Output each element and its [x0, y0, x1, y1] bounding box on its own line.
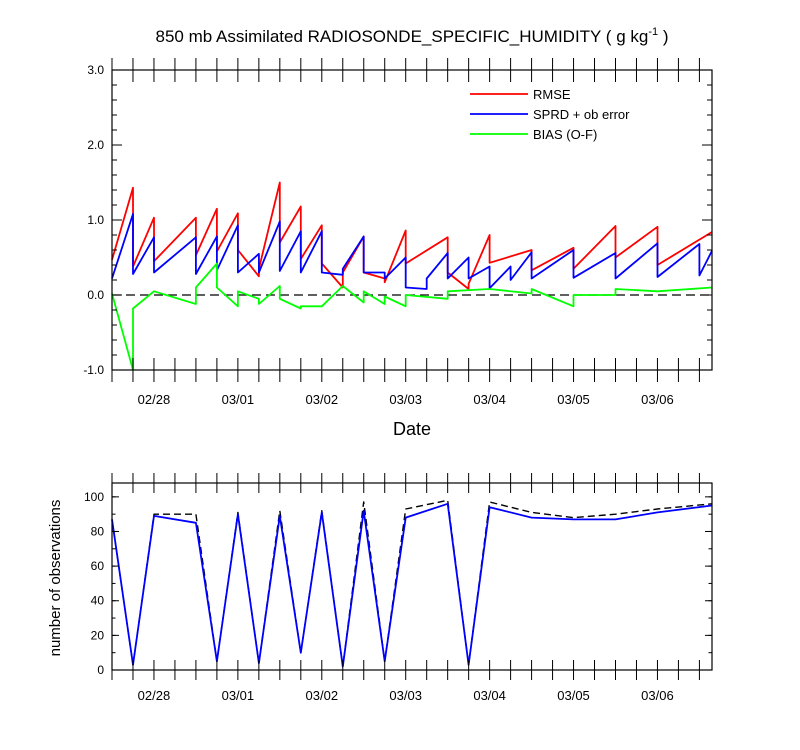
x-tick-label: 03/05	[557, 688, 590, 703]
series-bias-o-f-	[111, 262, 713, 371]
x-tick-label: 03/04	[473, 688, 506, 703]
y-tick-label: 0	[97, 663, 104, 677]
y-tick-label: 20	[91, 628, 105, 642]
chart-title-main: 850 mb Assimilated RADIOSONDE_SPECIFIC_H…	[156, 27, 649, 46]
x-tick-label: 03/04	[473, 392, 506, 407]
bottom-panel: 0 20 40 60 80 100 02/28 03/01 03/02 03/03 03/04 03/…	[47, 473, 713, 703]
x-tick-label: 03/06	[641, 688, 674, 703]
y-tick-label: 80	[91, 524, 105, 538]
x-tick-label: 02/28	[138, 688, 171, 703]
x-tick-label: 03/03	[389, 392, 422, 407]
y-tick-label: 40	[91, 594, 105, 608]
x-tick-label: 03/03	[389, 688, 422, 703]
top-panel: -1.0 0.0 1.0 2.0 3.0 02/28 03/01 03/02 03/03 03/0…	[83, 26, 713, 439]
x-tick-label: 03/01	[222, 688, 255, 703]
plot-frame	[111, 482, 713, 671]
y-tick-label: 60	[91, 559, 105, 573]
x-tick-label: 03/02	[306, 688, 339, 703]
series-sprd-ob-error	[111, 213, 713, 290]
y-tick-label: -1.0	[83, 363, 104, 377]
x-tick-label: 03/06	[641, 392, 674, 407]
x-tick-label: 03/01	[222, 392, 255, 407]
y-tick-label: 100	[84, 490, 104, 504]
legend-label: RMSE	[533, 87, 571, 102]
y-axis-label: number of observations	[47, 500, 64, 657]
series-assimilated	[111, 502, 713, 668]
x-tick-label: 02/28	[138, 392, 171, 407]
y-tick-label: 0.0	[87, 288, 104, 302]
y-tick-label: 3.0	[87, 63, 104, 77]
x-axis-label: Date	[393, 419, 431, 439]
chart-title: 850 mb Assimilated RADIOSONDE_SPECIFIC_H…	[156, 26, 669, 46]
y-tick-label: 1.0	[87, 213, 104, 227]
y-tick-label: 2.0	[87, 138, 104, 152]
series-possible	[111, 499, 713, 668]
legend-label: BIAS (O-F)	[533, 127, 597, 142]
series-rmse	[111, 181, 713, 290]
legend-label: SPRD + ob error	[533, 107, 630, 122]
x-tick-label: 03/05	[557, 392, 590, 407]
x-tick-label: 03/02	[306, 392, 339, 407]
chart-title-end: )	[658, 27, 668, 46]
chart-title-superscript: -1	[648, 26, 658, 38]
